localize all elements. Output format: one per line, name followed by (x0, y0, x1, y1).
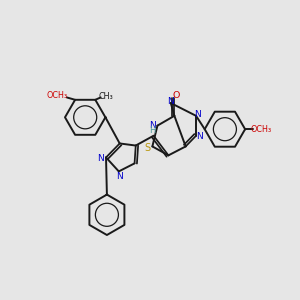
Text: N: N (97, 154, 104, 164)
Text: OCH₃: OCH₃ (250, 125, 271, 134)
Text: H: H (149, 126, 155, 135)
Text: N: N (116, 172, 123, 181)
Text: CH₃: CH₃ (98, 92, 113, 101)
Text: S: S (145, 143, 151, 153)
Text: O: O (172, 91, 179, 100)
Text: N: N (196, 132, 203, 141)
Text: N: N (149, 121, 155, 130)
Text: N: N (167, 97, 174, 106)
Text: N: N (194, 110, 201, 118)
Text: OCH₃: OCH₃ (46, 91, 67, 100)
